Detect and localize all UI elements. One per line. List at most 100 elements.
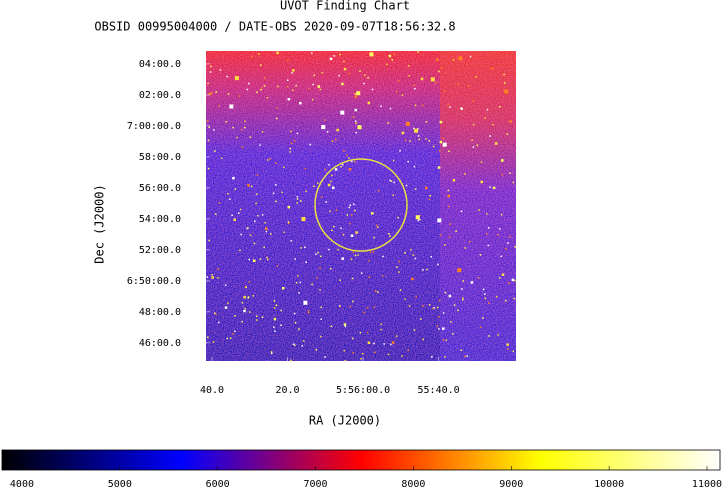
star bbox=[320, 196, 323, 198]
star bbox=[274, 330, 276, 332]
star bbox=[269, 158, 271, 160]
star bbox=[462, 297, 464, 299]
star bbox=[486, 108, 489, 111]
star bbox=[433, 145, 435, 148]
star bbox=[315, 349, 318, 351]
star bbox=[245, 286, 247, 289]
star bbox=[387, 122, 389, 124]
star bbox=[286, 86, 289, 88]
star bbox=[229, 337, 232, 339]
star bbox=[387, 353, 390, 356]
star bbox=[207, 120, 209, 122]
star bbox=[414, 104, 417, 106]
star bbox=[404, 298, 406, 300]
star bbox=[475, 76, 477, 78]
star bbox=[442, 327, 445, 330]
star bbox=[276, 51, 279, 55]
star bbox=[311, 283, 313, 286]
star bbox=[455, 230, 457, 232]
star bbox=[210, 65, 212, 68]
star bbox=[417, 51, 419, 53]
star bbox=[211, 92, 213, 94]
star bbox=[477, 277, 480, 279]
star bbox=[259, 144, 261, 146]
star bbox=[271, 352, 273, 355]
star bbox=[408, 75, 410, 77]
star bbox=[432, 307, 434, 310]
star bbox=[390, 343, 392, 346]
star bbox=[393, 181, 395, 184]
star bbox=[290, 142, 293, 144]
star bbox=[453, 304, 456, 306]
star bbox=[215, 313, 217, 316]
star bbox=[392, 341, 395, 344]
star bbox=[307, 312, 310, 314]
star bbox=[351, 277, 354, 280]
star bbox=[420, 318, 422, 320]
star bbox=[321, 71, 323, 74]
star bbox=[260, 87, 263, 89]
star bbox=[281, 191, 283, 193]
star bbox=[265, 230, 268, 233]
target-circle bbox=[314, 158, 408, 252]
star bbox=[238, 212, 240, 214]
star bbox=[342, 234, 345, 236]
star bbox=[266, 360, 268, 361]
star bbox=[449, 223, 451, 225]
colorbar-tick-label: 4000 bbox=[10, 479, 34, 489]
star bbox=[357, 125, 362, 130]
star bbox=[256, 174, 259, 176]
star bbox=[335, 209, 338, 212]
star bbox=[273, 300, 276, 302]
star bbox=[374, 351, 376, 354]
star bbox=[495, 295, 498, 298]
star bbox=[438, 328, 440, 330]
star bbox=[472, 146, 475, 148]
star bbox=[444, 291, 447, 294]
star bbox=[351, 160, 353, 163]
star bbox=[442, 312, 445, 314]
star bbox=[420, 77, 424, 81]
x-tick-label: 5:56:00.0 bbox=[336, 385, 390, 396]
star bbox=[294, 344, 296, 346]
star bbox=[287, 205, 291, 209]
star bbox=[439, 120, 443, 124]
star bbox=[505, 247, 507, 250]
star bbox=[440, 67, 443, 69]
star bbox=[212, 341, 215, 343]
star bbox=[366, 331, 369, 334]
star bbox=[397, 216, 399, 219]
star bbox=[430, 77, 435, 82]
star bbox=[501, 174, 503, 176]
star bbox=[354, 160, 356, 163]
star bbox=[337, 248, 339, 251]
star bbox=[417, 135, 420, 137]
star bbox=[492, 186, 496, 190]
star bbox=[499, 228, 501, 230]
star bbox=[501, 159, 504, 162]
colorbar bbox=[1, 449, 721, 471]
star bbox=[289, 147, 292, 150]
star bbox=[276, 117, 278, 120]
star bbox=[414, 88, 416, 90]
star bbox=[270, 233, 272, 235]
star bbox=[363, 82, 365, 85]
star bbox=[462, 299, 464, 301]
star bbox=[373, 306, 375, 309]
star bbox=[338, 74, 340, 77]
star bbox=[327, 183, 331, 187]
y-tick-label: 54:00.0 bbox=[139, 214, 181, 225]
star bbox=[351, 214, 353, 216]
star bbox=[413, 329, 416, 331]
star bbox=[437, 166, 441, 169]
star bbox=[215, 91, 217, 93]
star bbox=[478, 209, 480, 211]
star bbox=[348, 72, 351, 75]
star bbox=[352, 337, 354, 340]
star bbox=[392, 194, 395, 196]
star bbox=[249, 311, 251, 313]
star bbox=[244, 286, 246, 288]
star bbox=[344, 360, 346, 361]
star bbox=[324, 356, 326, 358]
